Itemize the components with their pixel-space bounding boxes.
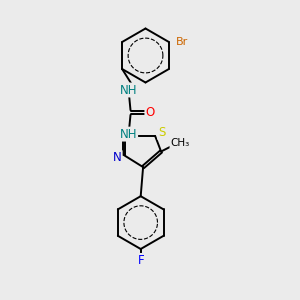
Text: NH: NH bbox=[120, 128, 137, 141]
Text: NH: NH bbox=[120, 83, 138, 97]
Text: CH₃: CH₃ bbox=[170, 138, 190, 148]
Text: F: F bbox=[137, 254, 144, 267]
Text: N: N bbox=[113, 151, 122, 164]
Text: S: S bbox=[158, 126, 165, 139]
Text: Br: Br bbox=[176, 37, 188, 47]
Text: O: O bbox=[146, 106, 154, 119]
